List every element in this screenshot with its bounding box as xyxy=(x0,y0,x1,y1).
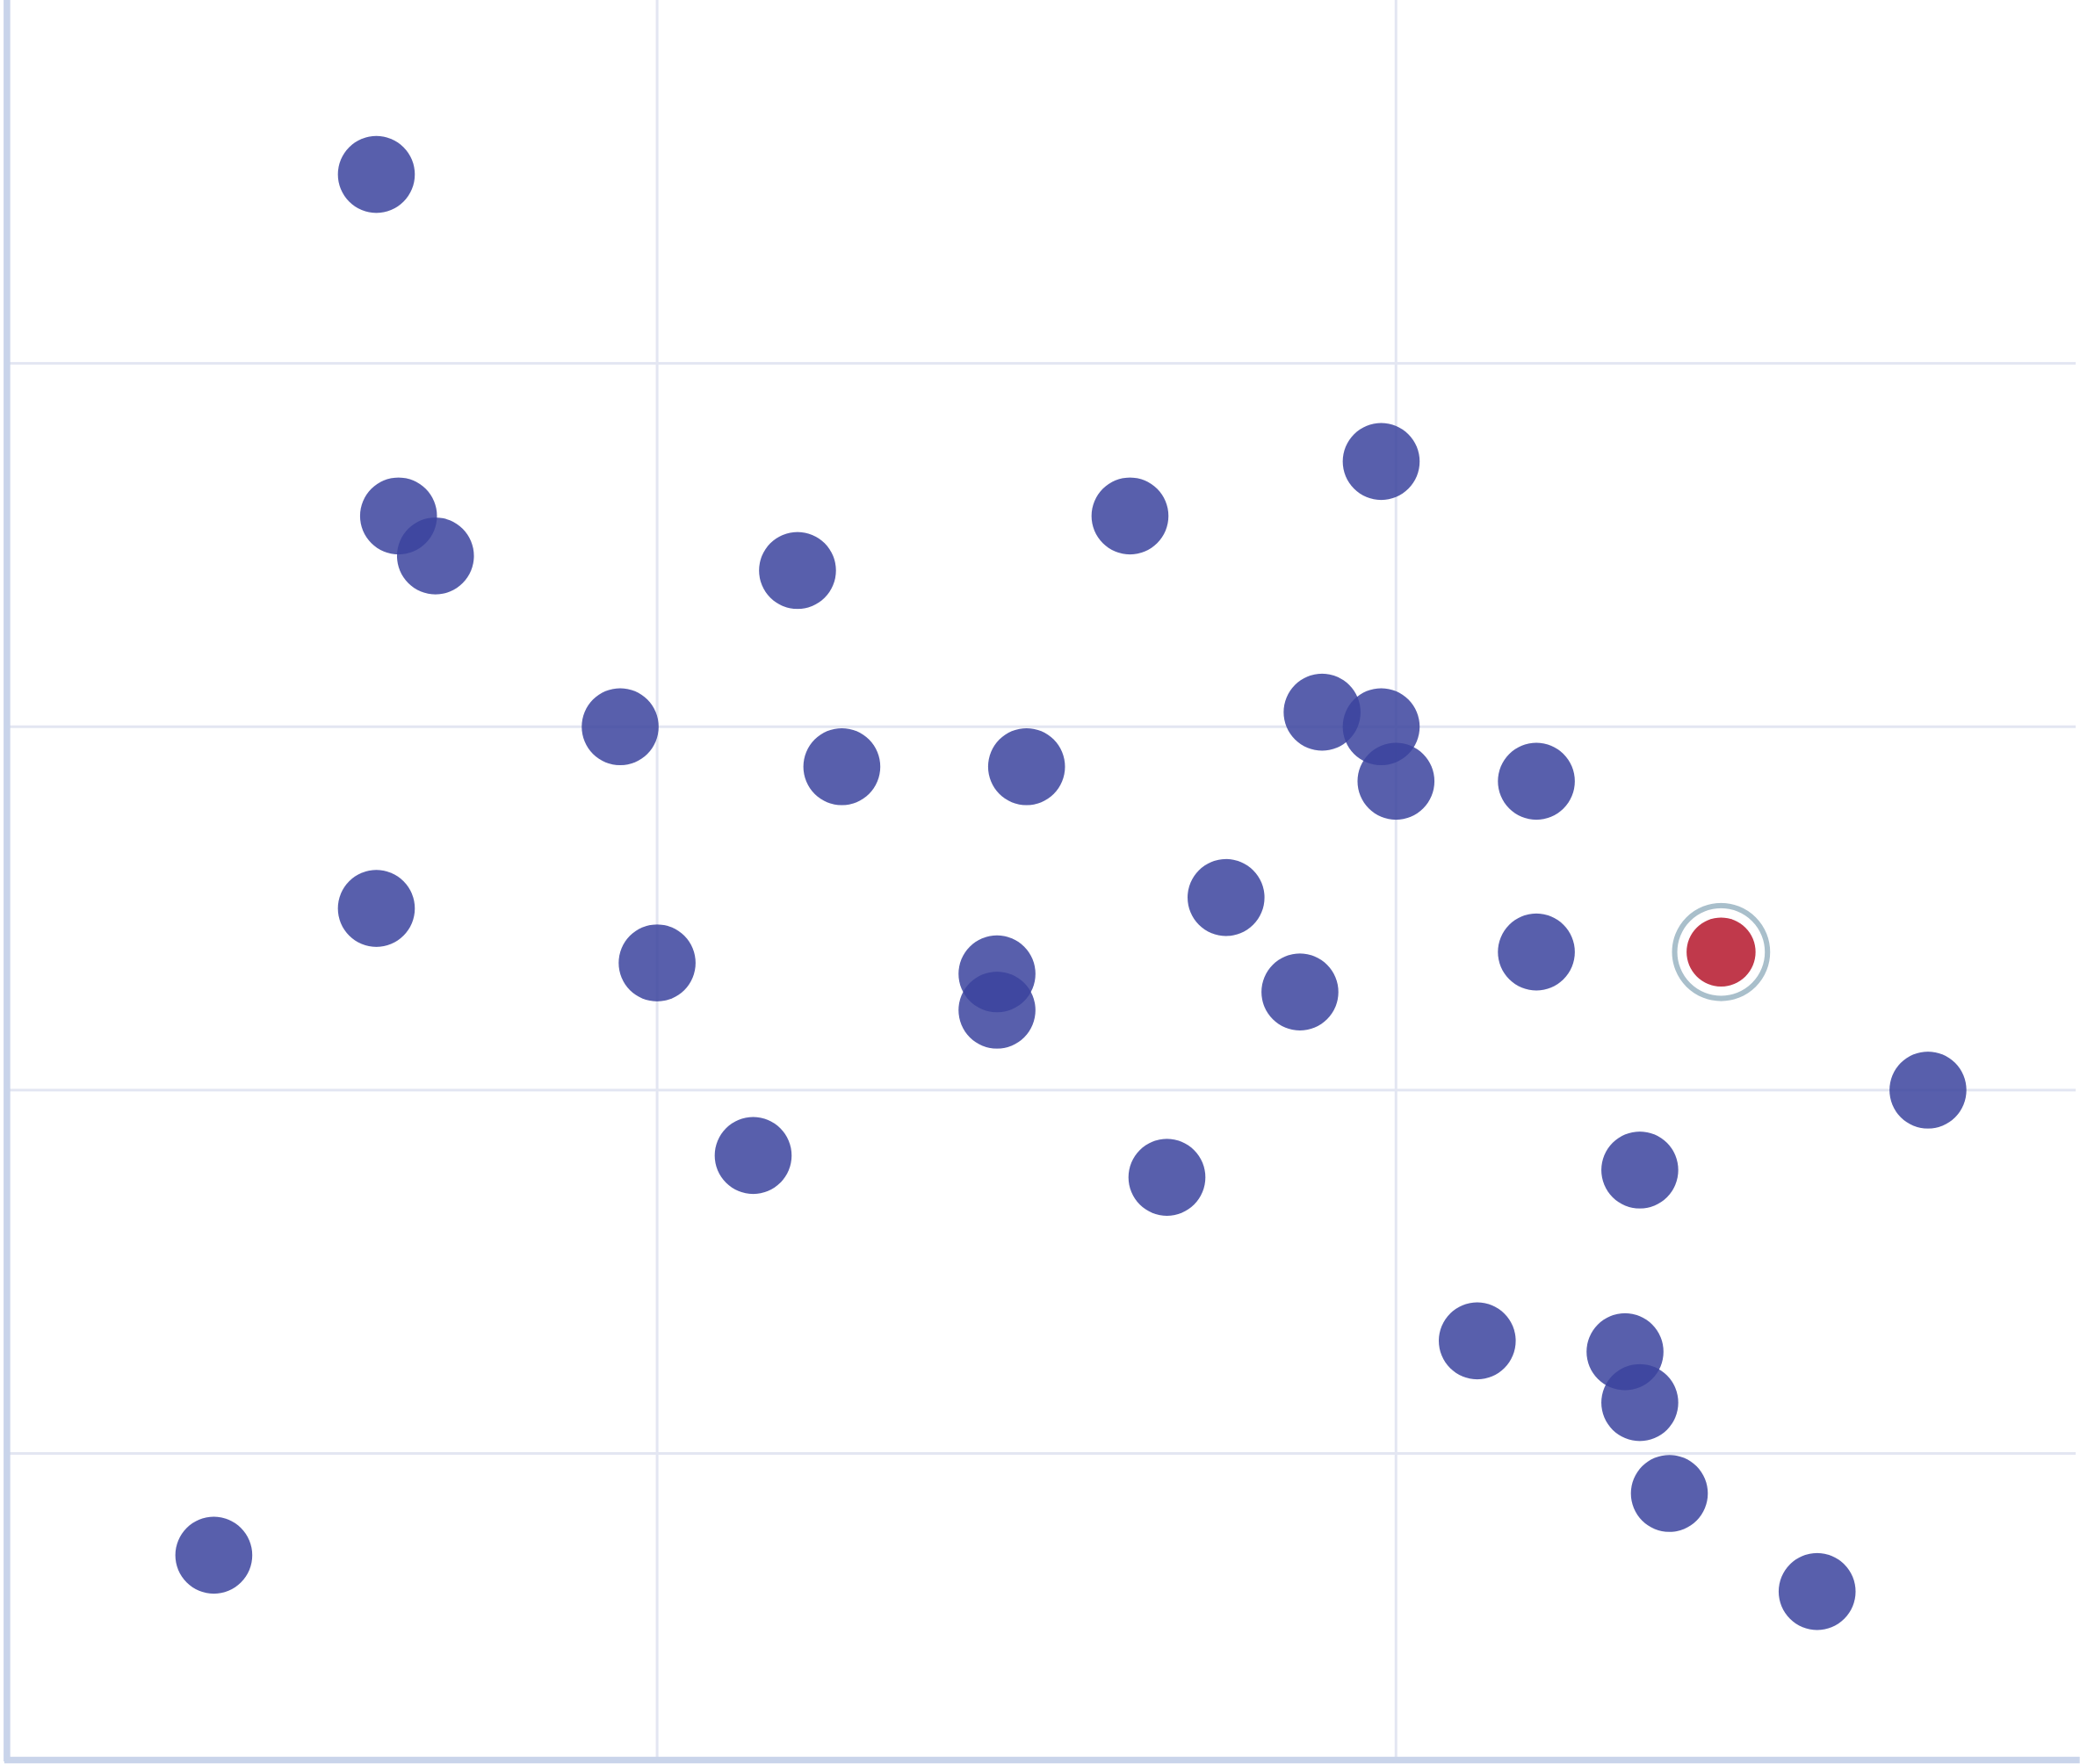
axes xyxy=(4,0,2080,1764)
data-point xyxy=(1342,423,1420,501)
highlighted-data-point xyxy=(1686,917,1756,987)
data-point xyxy=(1128,1139,1206,1216)
data-point xyxy=(1630,1455,1708,1532)
data-point xyxy=(175,1516,253,1594)
grid xyxy=(6,0,2076,1759)
data-point xyxy=(1889,1052,1967,1129)
data-point xyxy=(1357,742,1435,821)
data-point xyxy=(1601,1363,1679,1442)
data-point xyxy=(1188,858,1265,936)
data-point xyxy=(1091,477,1169,555)
data-point xyxy=(803,727,881,806)
data-point xyxy=(337,135,415,213)
points xyxy=(175,135,1967,1630)
data-point xyxy=(1601,1131,1679,1209)
data-point xyxy=(618,924,696,1001)
data-point xyxy=(759,531,836,610)
data-point xyxy=(1283,673,1361,751)
data-point xyxy=(958,972,1036,1049)
data-point xyxy=(987,727,1065,806)
data-point xyxy=(1778,1552,1856,1630)
data-point xyxy=(581,688,659,766)
data-point xyxy=(1498,742,1575,821)
data-point xyxy=(1498,913,1575,991)
data-point xyxy=(337,870,415,947)
data-point xyxy=(714,1117,792,1195)
data-point xyxy=(1261,953,1339,1030)
data-point xyxy=(1439,1302,1516,1380)
data-point xyxy=(396,517,474,595)
